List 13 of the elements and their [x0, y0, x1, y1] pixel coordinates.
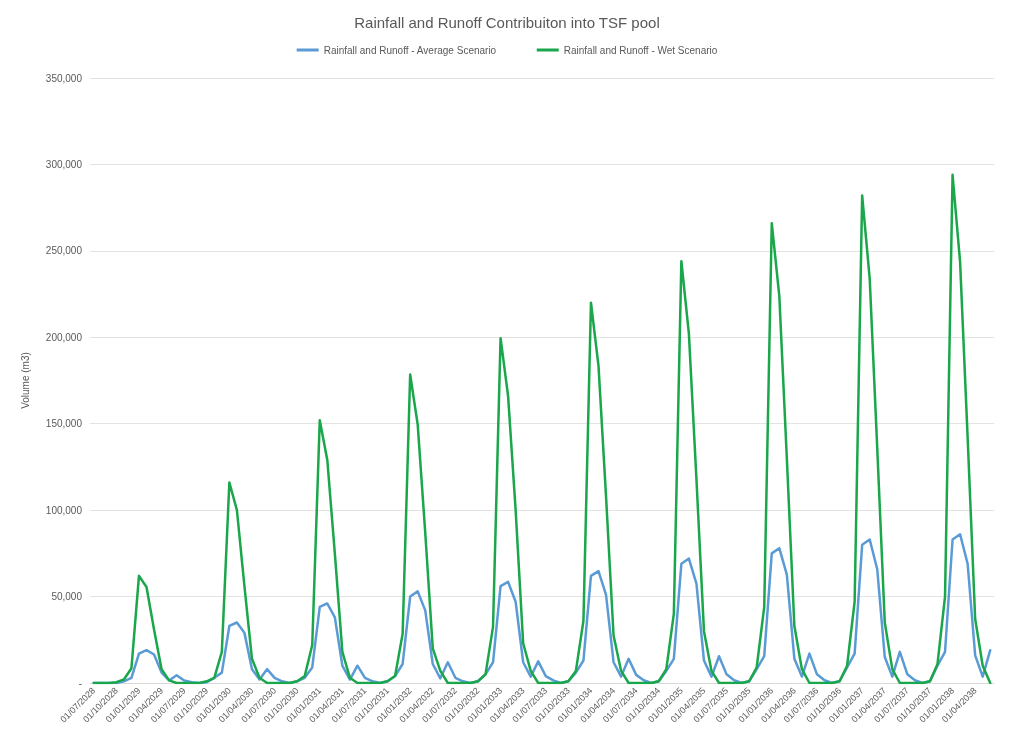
- chart-title: Rainfall and Runoff Contribuiton into TSF pool: [354, 14, 660, 31]
- y-tick-label: 350,000: [45, 72, 83, 84]
- y-tick-label: 100,000: [45, 504, 83, 516]
- y-tick-label: -: [78, 677, 82, 689]
- y-tick-label: 150,000: [45, 418, 83, 430]
- legend-label: Rainfall and Runoff - Average Scenario: [323, 44, 497, 56]
- y-axis-title: Volume (m3): [19, 352, 31, 409]
- y-tick-label: 300,000: [45, 158, 83, 170]
- y-tick-label: 250,000: [45, 245, 83, 257]
- legend-label: Rainfall and Runoff - Wet Scenario: [563, 44, 718, 56]
- y-tick-label: 200,000: [45, 331, 83, 343]
- y-tick-label: 50,000: [51, 591, 83, 603]
- line-series: [92, 173, 992, 685]
